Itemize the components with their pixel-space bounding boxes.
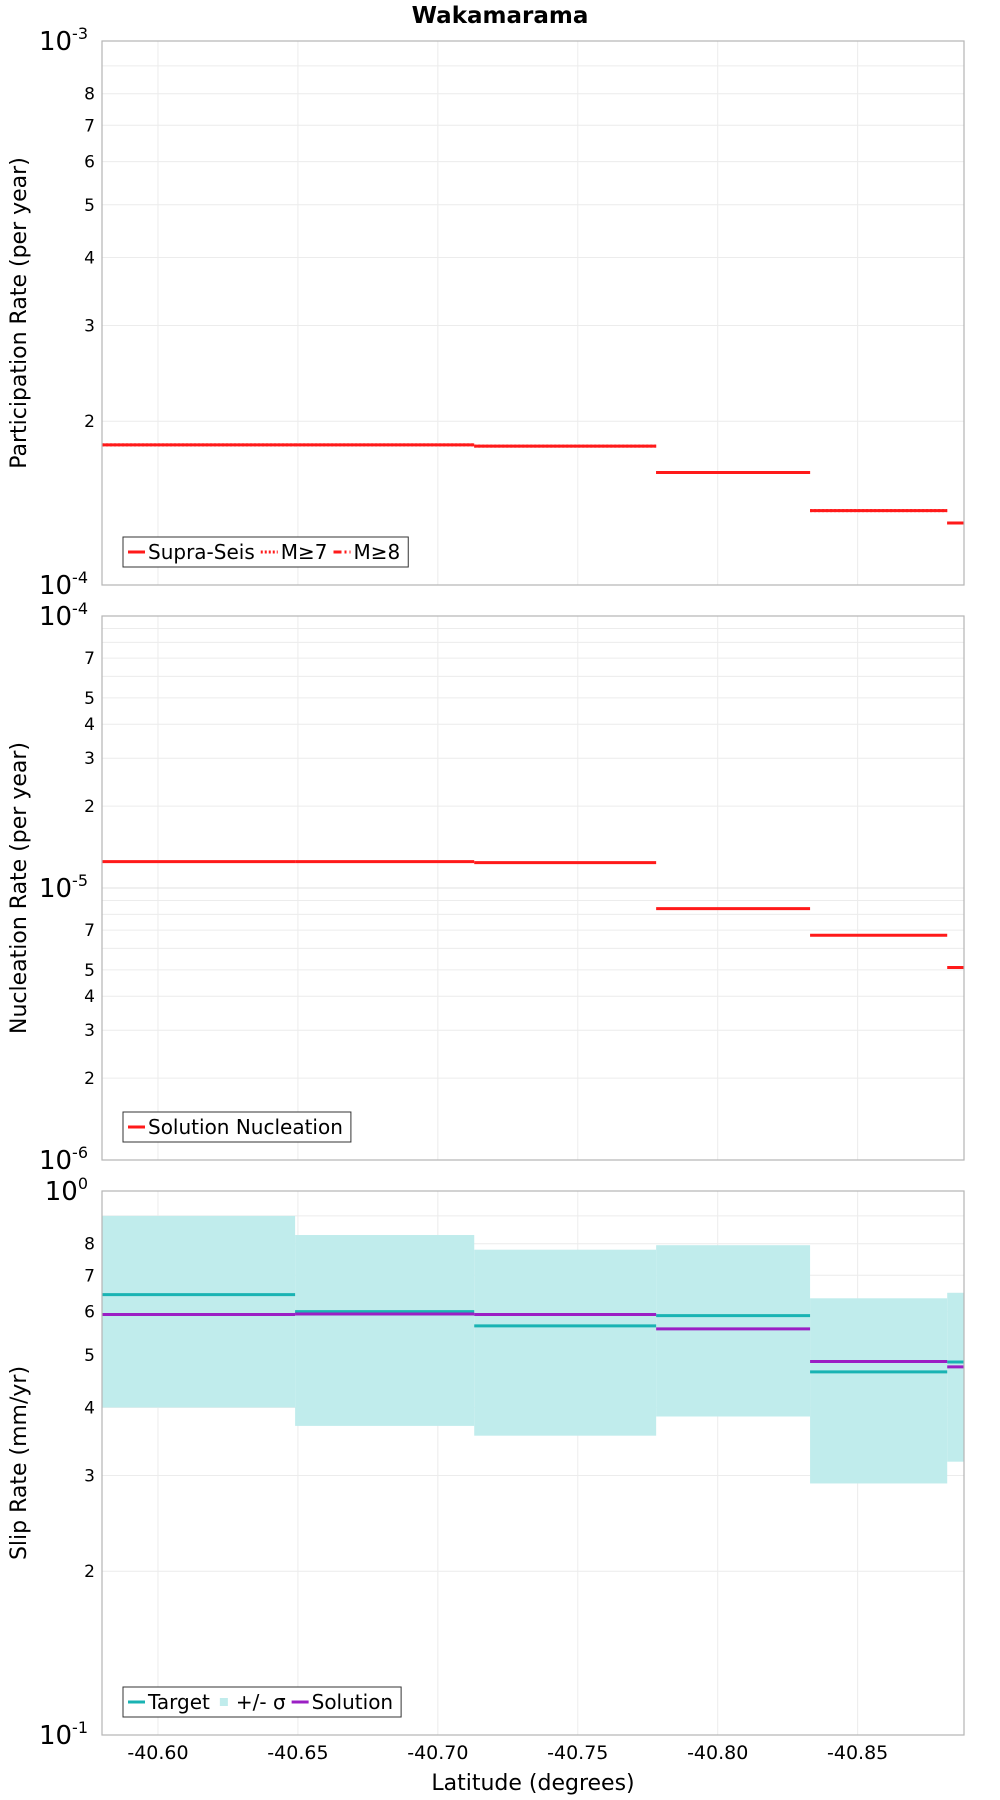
y-tick-label: 5 xyxy=(84,196,95,216)
legend-label: M≥7 xyxy=(281,540,328,564)
y-tick-label: 3 xyxy=(84,316,95,336)
y-tick-label: 2 xyxy=(84,797,95,817)
sigma-band xyxy=(656,1245,811,1417)
y-tick-label: 10-4 xyxy=(39,599,88,632)
series xyxy=(102,443,964,525)
y-tick-label: 4 xyxy=(84,715,95,735)
legend-label: +/- σ xyxy=(236,1690,286,1714)
participation-panel: 10-4 10-3 2 3 4 5 6 7 8 Participation Rate (per … xyxy=(7,24,965,601)
y-tick-label: 7 xyxy=(84,649,95,669)
y-tick-label: 100 xyxy=(45,1174,88,1207)
y-tick-label: 2 xyxy=(84,1069,95,1089)
series xyxy=(102,1293,964,1374)
x-tick-label: -40.65 xyxy=(267,1742,328,1764)
legend-swatch xyxy=(219,1698,228,1706)
x-tick-label: -40.85 xyxy=(827,1742,888,1764)
x-tick-label: -40.60 xyxy=(127,1742,188,1764)
legend: Solution Nucleation xyxy=(122,1111,352,1143)
y-axis-label: Nucleation Rate (per year) xyxy=(7,742,32,1034)
y-ticks: 10-1 100 2 3 4 5 6 7 8 xyxy=(39,1174,95,1751)
y-tick-label: 2 xyxy=(84,412,95,432)
legend: Supra-Seis M≥7 M≥8 xyxy=(122,536,409,568)
y-tick-label: 10-6 xyxy=(39,1143,88,1176)
y-ticks: 10-4 10-3 2 3 4 5 6 7 8 xyxy=(39,24,95,601)
sigma-band xyxy=(810,1298,948,1484)
x-tick-label: -40.70 xyxy=(407,1742,468,1764)
y-axis-label: Participation Rate (per year) xyxy=(7,157,32,469)
y-tick-label: 6 xyxy=(84,153,95,173)
y-ticks: 10-6 10-5 10-4 2 3 4 5 7 2 3 4 5 7 xyxy=(39,599,95,1176)
sigma-band xyxy=(947,1292,964,1462)
grid xyxy=(102,616,964,1160)
y-tick-label: 7 xyxy=(84,921,95,941)
x-tick-label: -40.75 xyxy=(547,1742,608,1764)
x-axis-label: Latitude (degrees) xyxy=(431,1771,634,1796)
x-tick-label: -40.80 xyxy=(687,1742,748,1764)
y-tick-label: 3 xyxy=(84,1021,95,1041)
legend-label: Target xyxy=(147,1690,210,1714)
plot-frame xyxy=(101,615,965,1161)
legend-label: Supra-Seis xyxy=(148,540,255,564)
sigma-band xyxy=(102,1215,296,1408)
y-tick-label: 7 xyxy=(84,116,95,136)
nucleation-panel: 10-6 10-5 10-4 2 3 4 5 7 2 3 4 5 7 Nucleation Rate (… xyxy=(7,599,965,1176)
legend-box xyxy=(122,1111,352,1143)
y-tick-label: 2 xyxy=(84,1562,95,1582)
legend-label: Solution xyxy=(312,1690,393,1714)
legend-box xyxy=(122,1686,402,1718)
y-tick-label: 5 xyxy=(84,689,95,709)
chart-title: Wakamarama xyxy=(412,3,589,29)
y-tick-label: 8 xyxy=(84,1235,95,1255)
plot-frame xyxy=(101,1190,965,1736)
y-tick-label: 10-1 xyxy=(39,1718,88,1751)
bands xyxy=(102,1215,964,1484)
legend: Target +/- σ Solution xyxy=(122,1686,402,1718)
legend-label: M≥8 xyxy=(354,540,401,564)
y-tick-label: 10-4 xyxy=(39,568,88,601)
plot-area xyxy=(102,41,964,585)
y-tick-label: 5 xyxy=(84,961,95,981)
sigma-band xyxy=(474,1249,657,1436)
x-ticks: -40.60 -40.65 -40.70 -40.75 -40.80 -40.85 xyxy=(127,1742,888,1764)
sigma-band xyxy=(295,1235,475,1426)
plot-frame xyxy=(101,40,965,586)
y-tick-label: 4 xyxy=(84,1398,95,1418)
y-tick-label: 4 xyxy=(84,248,95,268)
legend-label: Solution Nucleation xyxy=(148,1115,343,1139)
y-tick-label: 10-3 xyxy=(39,24,88,57)
y-tick-label: 6 xyxy=(84,1303,95,1323)
y-tick-label: 4 xyxy=(84,987,95,1007)
y-tick-label: 3 xyxy=(84,749,95,769)
y-tick-label: 8 xyxy=(84,85,95,105)
series xyxy=(102,860,964,970)
y-tick-label: 5 xyxy=(84,1346,95,1366)
y-axis-label: Slip Rate (mm/yr) xyxy=(7,1366,32,1560)
y-tick-label: 7 xyxy=(84,1266,95,1286)
grid xyxy=(102,41,964,585)
y-tick-label: 10-5 xyxy=(39,871,88,904)
y-tick-label: 3 xyxy=(84,1466,95,1486)
